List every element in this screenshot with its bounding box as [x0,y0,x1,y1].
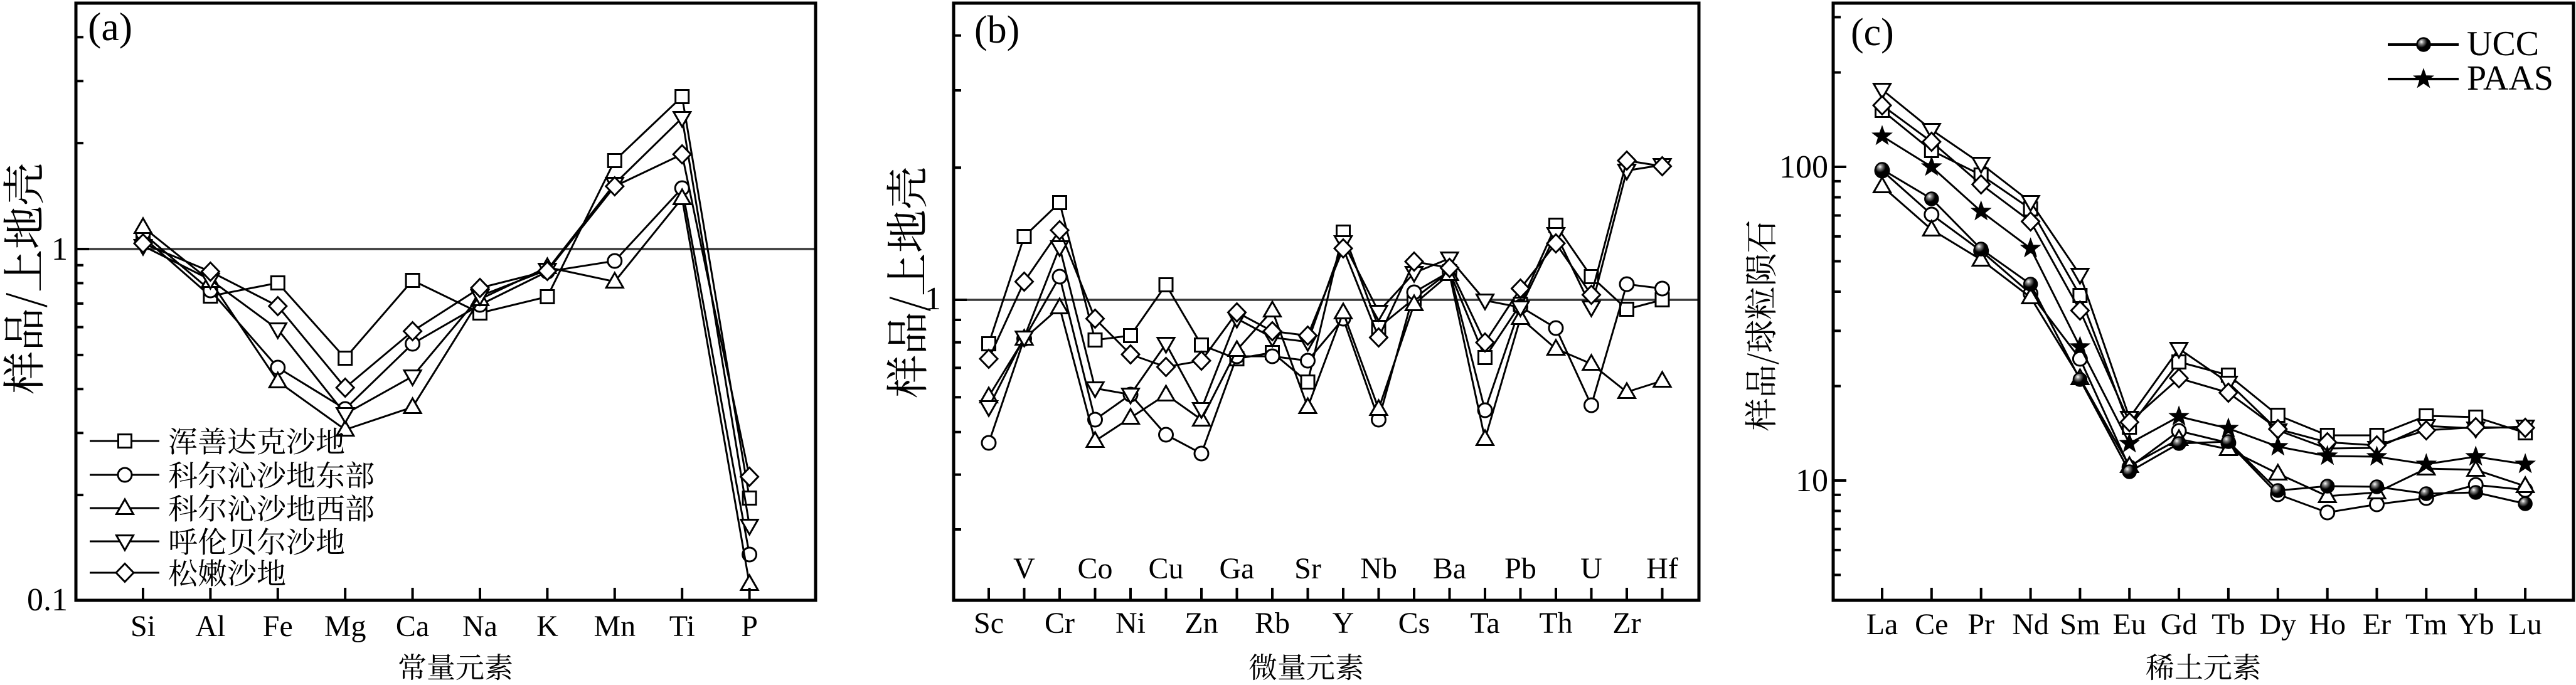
svg-text:Sc: Sc [974,607,1004,640]
svg-text:Ta: Ta [1470,607,1499,640]
svg-text:Sr: Sr [1294,552,1321,585]
svg-text:Rb: Rb [1255,607,1290,640]
svg-text:Al: Al [195,610,225,643]
svg-text:100: 100 [1779,149,1828,185]
svg-text:Mn: Mn [593,610,636,643]
svg-text:Si: Si [130,610,156,643]
svg-text:Ga: Ga [1220,552,1255,585]
svg-text:Sm: Sm [2060,608,2100,641]
svg-text:Zn: Zn [1184,607,1218,640]
svg-text:Tb: Tb [2211,608,2245,641]
svg-text:K: K [536,610,558,643]
svg-text:Tm: Tm [2405,608,2447,641]
svg-text:P: P [741,610,758,643]
svg-text:Eu: Eu [2113,608,2146,641]
svg-text:Ni: Ni [1115,607,1146,640]
svg-text:Nb: Nb [1360,552,1397,585]
svg-text:Fe: Fe [263,610,293,643]
svg-text:Mg: Mg [324,610,366,643]
svg-text:Ho: Ho [2309,608,2346,641]
svg-text:Dy: Dy [2259,608,2296,641]
svg-text:Na: Na [462,610,498,643]
svg-text:Ti: Ti [669,610,695,643]
svg-text:Cu: Cu [1148,552,1183,585]
svg-text:1: 1 [925,281,941,317]
svg-text:Pb: Pb [1504,552,1536,585]
svg-text:La: La [1866,608,1898,641]
svg-text:(a): (a) [88,4,132,49]
svg-text:Gd: Gd [2161,608,2198,641]
svg-text:Nd: Nd [2012,608,2049,641]
svg-text:Zr: Zr [1612,607,1641,640]
svg-text:Ca: Ca [396,610,429,643]
svg-text:1: 1 [51,231,68,267]
svg-text:Hf: Hf [1646,552,1678,585]
svg-text:Yb: Yb [2457,608,2494,641]
svg-text:Ce: Ce [1915,608,1948,641]
svg-text:0.1: 0.1 [27,582,68,618]
svg-text:Ba: Ba [1433,552,1466,585]
svg-text:Cs: Cs [1398,607,1430,640]
svg-text:Y: Y [1333,607,1355,640]
svg-text:U: U [1580,552,1602,585]
svg-text:(b): (b) [974,9,1019,51]
svg-text:(c): (c) [1851,11,1894,54]
svg-text:Lu: Lu [2508,608,2541,641]
svg-text:Er: Er [2363,608,2391,641]
svg-text:Cr: Cr [1045,607,1075,640]
svg-text:10: 10 [1796,463,1828,499]
svg-text:PAAS: PAAS [2467,59,2553,98]
svg-text:Co: Co [1077,552,1112,585]
svg-text:Pr: Pr [1967,608,1994,641]
svg-text:V: V [1013,552,1035,585]
svg-text:UCC: UCC [2467,24,2539,63]
svg-text:Th: Th [1539,607,1572,640]
